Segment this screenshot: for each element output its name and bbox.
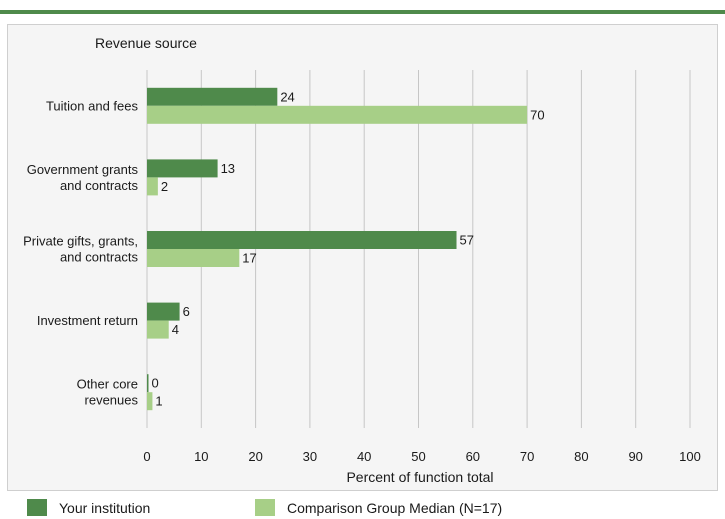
bar-value-label: 70: [530, 107, 544, 122]
legend-label-comparison-group: Comparison Group Median (N=17): [287, 499, 503, 516]
bar-comparison-group: [147, 320, 169, 339]
bar-your-institution: [147, 87, 278, 106]
bar-comparison-group: [147, 392, 153, 411]
top-accent-bar: [0, 0, 725, 14]
category-label: Tuition and fees: [46, 98, 139, 113]
bar-comparison-group: [147, 177, 158, 196]
x-tick-label: 50: [411, 449, 425, 464]
bar-your-institution: [147, 159, 218, 178]
bar-value-label: 2: [161, 179, 168, 194]
x-tick-labels: 0 10 20 30 40 50 60 70 80 90 100: [143, 449, 700, 464]
category-label: Investment return: [37, 313, 138, 328]
x-tick-label: 70: [520, 449, 534, 464]
bars-group: 24 70 13 2 57 17 64 0 1: [147, 87, 545, 411]
legend-item-your-institution: Your institution: [27, 499, 150, 516]
legend: Your institution Comparison Group Median…: [0, 491, 725, 519]
bar-value-label: 1: [155, 394, 162, 409]
legend-swatch-your-institution: [27, 499, 47, 516]
x-tick-label: 40: [357, 449, 371, 464]
bar-value-label: 57: [460, 233, 474, 248]
x-tick-label: 30: [303, 449, 317, 464]
bar-value-label: 17: [242, 251, 256, 266]
x-tick-label: 100: [679, 449, 701, 464]
x-tick-label: 90: [628, 449, 642, 464]
x-tick-label: 10: [194, 449, 208, 464]
x-tick-label: 20: [248, 449, 262, 464]
bar-value-label: 24: [280, 89, 294, 104]
category-label: Private gifts, grants, and contracts: [23, 234, 138, 265]
x-tick-label: 0: [143, 449, 150, 464]
bar-your-institution: [147, 302, 180, 321]
legend-swatch-comparison-group: [255, 499, 275, 516]
bar-value-label: 6: [183, 304, 190, 319]
x-axis-title: Percent of function total: [346, 469, 493, 485]
bar-value-label: 0: [152, 376, 159, 391]
bar-your-institution: [147, 231, 457, 249]
bar-value-label: 4: [172, 322, 179, 337]
legend-label-your-institution: Your institution: [59, 499, 151, 516]
bar-comparison-group: [147, 249, 240, 267]
bar-comparison-group: [147, 105, 528, 124]
legend-item-comparison-group: Comparison Group Median (N=17): [255, 499, 502, 516]
x-tick-label: 60: [466, 449, 480, 464]
x-tick-label: 80: [574, 449, 588, 464]
category-labels: Tuition and fees Government grants and con…: [23, 98, 138, 407]
category-label: Other core revenues: [77, 377, 139, 408]
bar-value-label: 13: [221, 161, 235, 176]
category-axis-title: Revenue source: [95, 35, 197, 51]
category-label: Government grants and contracts: [27, 162, 139, 193]
bar-your-institution: [147, 374, 149, 393]
chart-panel: [7, 24, 718, 491]
